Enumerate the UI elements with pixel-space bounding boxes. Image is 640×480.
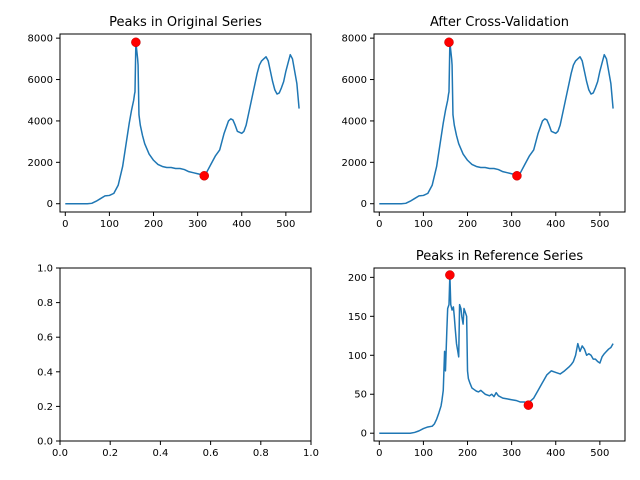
- peak-marker: [199, 171, 209, 181]
- x-tick-label: 500: [276, 219, 295, 230]
- y-tick-label: 0: [47, 199, 53, 210]
- y-tick-label: 2000: [342, 158, 367, 169]
- y-tick-label: 0.4: [37, 367, 53, 378]
- x-tick-label: 200: [144, 219, 163, 230]
- y-tick-label: 50: [354, 390, 367, 401]
- x-tick-label: 100: [100, 219, 119, 230]
- x-tick-label: 400: [546, 219, 565, 230]
- x-tick-label: 300: [502, 219, 521, 230]
- y-tick-label: 0: [361, 199, 367, 210]
- x-tick-label: 100: [414, 448, 433, 459]
- x-tick-label: 200: [458, 448, 477, 459]
- y-tick-label: 1.0: [37, 264, 53, 275]
- panel-title: Peaks in Reference Series: [416, 249, 584, 264]
- x-tick-label: 0: [62, 219, 68, 230]
- x-tick-label: 400: [546, 448, 565, 459]
- y-tick-label: 0.6: [37, 333, 53, 344]
- axis-ticks: 0 100 200 300 400 500 0 2000 4000 6000 8000: [28, 34, 296, 230]
- x-tick-label: 0.6: [203, 448, 219, 459]
- x-tick-label: 0.2: [102, 448, 118, 459]
- y-tick-label: 0.2: [37, 402, 53, 413]
- y-tick-label: 200: [348, 273, 367, 284]
- x-tick-label: 500: [590, 448, 609, 459]
- y-tick-label: 8000: [28, 34, 53, 45]
- x-tick-label: 100: [414, 219, 433, 230]
- y-tick-label: 2000: [28, 158, 53, 169]
- panel-cross-validation: After Cross-Validation 0 100 200 300 400 5000…: [342, 15, 626, 230]
- y-tick-label: 8000: [342, 34, 367, 45]
- x-tick-label: 300: [188, 219, 207, 230]
- axis-ticks: 0.0 0.2 0.4 0.6 0.8 1.0 0.0 0.2 0.4 0.6 0.8 1.0: [37, 264, 319, 460]
- peak-marker: [131, 37, 141, 48]
- peak-markers: [445, 270, 534, 410]
- x-tick-label: 300: [502, 448, 521, 459]
- peak-marker: [523, 400, 534, 410]
- axes-frame: [59, 33, 312, 213]
- series-line: [379, 274, 614, 434]
- panel-reference-series: Peaks in Reference Series 0 100 200 300 400 5…: [348, 249, 626, 459]
- peak-markers: [131, 37, 209, 181]
- y-tick-label: 6000: [28, 75, 53, 86]
- x-tick-label: 400: [232, 219, 251, 230]
- axes-frame: [373, 267, 626, 442]
- y-tick-label: 0.0: [37, 437, 53, 448]
- axes-frame: [373, 33, 626, 213]
- panel-title: Peaks in Original Series: [109, 15, 262, 30]
- panel-original-series: Peaks in Original Series 0 100 200 300 400 50…: [28, 15, 312, 230]
- axis-ticks: 0 100 200 300 400 500 0 2000 4000 6000 8000: [342, 34, 610, 230]
- peak-marker: [445, 270, 455, 280]
- y-tick-label: 0.8: [37, 298, 53, 309]
- y-tick-label: 100: [348, 351, 367, 362]
- x-tick-label: 0: [376, 219, 382, 230]
- peak-marker: [512, 171, 522, 181]
- x-tick-label: 0.8: [253, 448, 269, 459]
- panel-title: After Cross-Validation: [430, 15, 569, 30]
- y-tick-label: 4000: [342, 116, 367, 127]
- y-tick-label: 150: [348, 312, 367, 323]
- axes-frame: [59, 267, 312, 442]
- y-tick-label: 4000: [28, 116, 53, 127]
- peak-markers: [444, 37, 522, 181]
- y-tick-label: 0: [361, 429, 367, 440]
- panel-empty: 0.0 0.2 0.4 0.6 0.8 1.0 0.0 0.2 0.4 0.6 0.8 1.0: [37, 264, 319, 460]
- y-tick-label: 6000: [342, 75, 367, 86]
- x-tick-label: 0.4: [152, 448, 168, 459]
- x-tick-label: 200: [458, 219, 477, 230]
- x-tick-label: 0: [376, 448, 382, 459]
- x-tick-label: 500: [590, 219, 609, 230]
- x-tick-label: 1.0: [303, 448, 319, 459]
- peak-marker: [444, 37, 454, 48]
- x-tick-label: 0.0: [52, 448, 68, 459]
- axis-ticks: 0 100 200 300 400 500 0 50 100 150 200: [348, 273, 609, 459]
